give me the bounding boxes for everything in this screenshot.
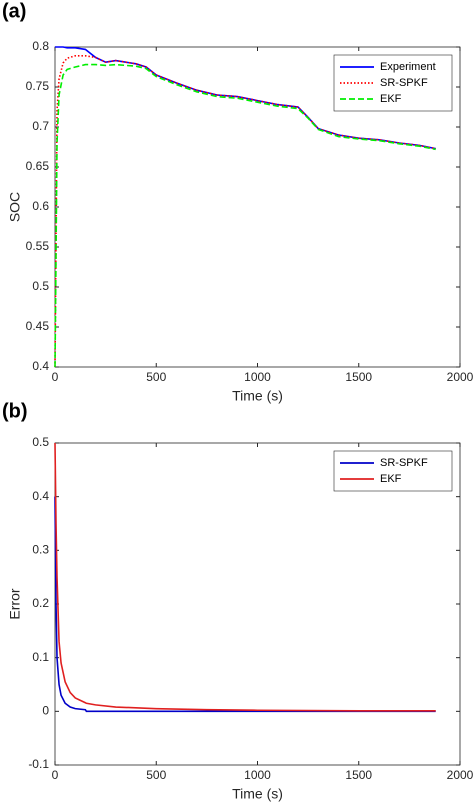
x-tick-label: 500	[146, 370, 166, 384]
y-tick-label: 0.5	[32, 279, 49, 293]
y-tick-label: 0.7	[32, 119, 49, 133]
series-line	[54, 496, 436, 713]
y-tick-label: 0.55	[26, 239, 50, 253]
y-tick-label: 0.45	[26, 319, 50, 333]
legend-label: Experiment	[380, 61, 436, 73]
x-axis-title: Time (s)	[232, 388, 283, 404]
legend-box	[333, 450, 453, 492]
y-tick-label: 0.6	[32, 199, 49, 213]
legend-box	[333, 54, 453, 112]
y-tick-label: 0.3	[32, 543, 49, 557]
panel-label: (a)	[2, 0, 26, 22]
series-line	[54, 442, 436, 712]
y-tick-label: 0.8	[32, 39, 49, 53]
legend-label: EKF	[380, 473, 402, 485]
y-tick-label: 0.4	[32, 489, 49, 503]
y-tick-label: -0.1	[28, 757, 49, 771]
x-tick-label: 0	[52, 768, 59, 782]
plot-frame	[54, 46, 461, 368]
x-axis-title: Time (s)	[232, 786, 283, 802]
series-line	[55, 46, 436, 150]
x-tick-label: 1500	[345, 768, 372, 782]
y-tick-label: 0.2	[32, 596, 49, 610]
y-tick-label: 0.75	[26, 79, 50, 93]
x-tick-label: 2000	[447, 370, 474, 384]
x-tick-label: 1000	[244, 768, 271, 782]
x-tick-label: 500	[146, 768, 166, 782]
x-tick-label: 1500	[345, 370, 372, 384]
series-line	[54, 63, 436, 368]
y-tick-label: 0.1	[32, 650, 49, 664]
x-tick-label: 0	[52, 370, 59, 384]
x-tick-label: 2000	[447, 768, 474, 782]
legend-label: SR-SPKF	[380, 457, 428, 469]
y-axis-title: SOC	[7, 192, 23, 222]
legend-label: SR-SPKF	[380, 77, 428, 89]
y-tick-label: 0.4	[32, 359, 49, 373]
y-axis-title: Error	[7, 588, 23, 619]
y-tick-label: 0	[42, 704, 49, 718]
y-tick-label: 0.5	[32, 435, 49, 449]
panel-label: (b)	[2, 400, 28, 422]
plot-frame	[54, 442, 461, 766]
y-tick-label: 0.65	[26, 159, 50, 173]
series-line	[54, 55, 436, 368]
x-tick-label: 1000	[244, 370, 271, 384]
legend-label: EKF	[380, 93, 402, 105]
